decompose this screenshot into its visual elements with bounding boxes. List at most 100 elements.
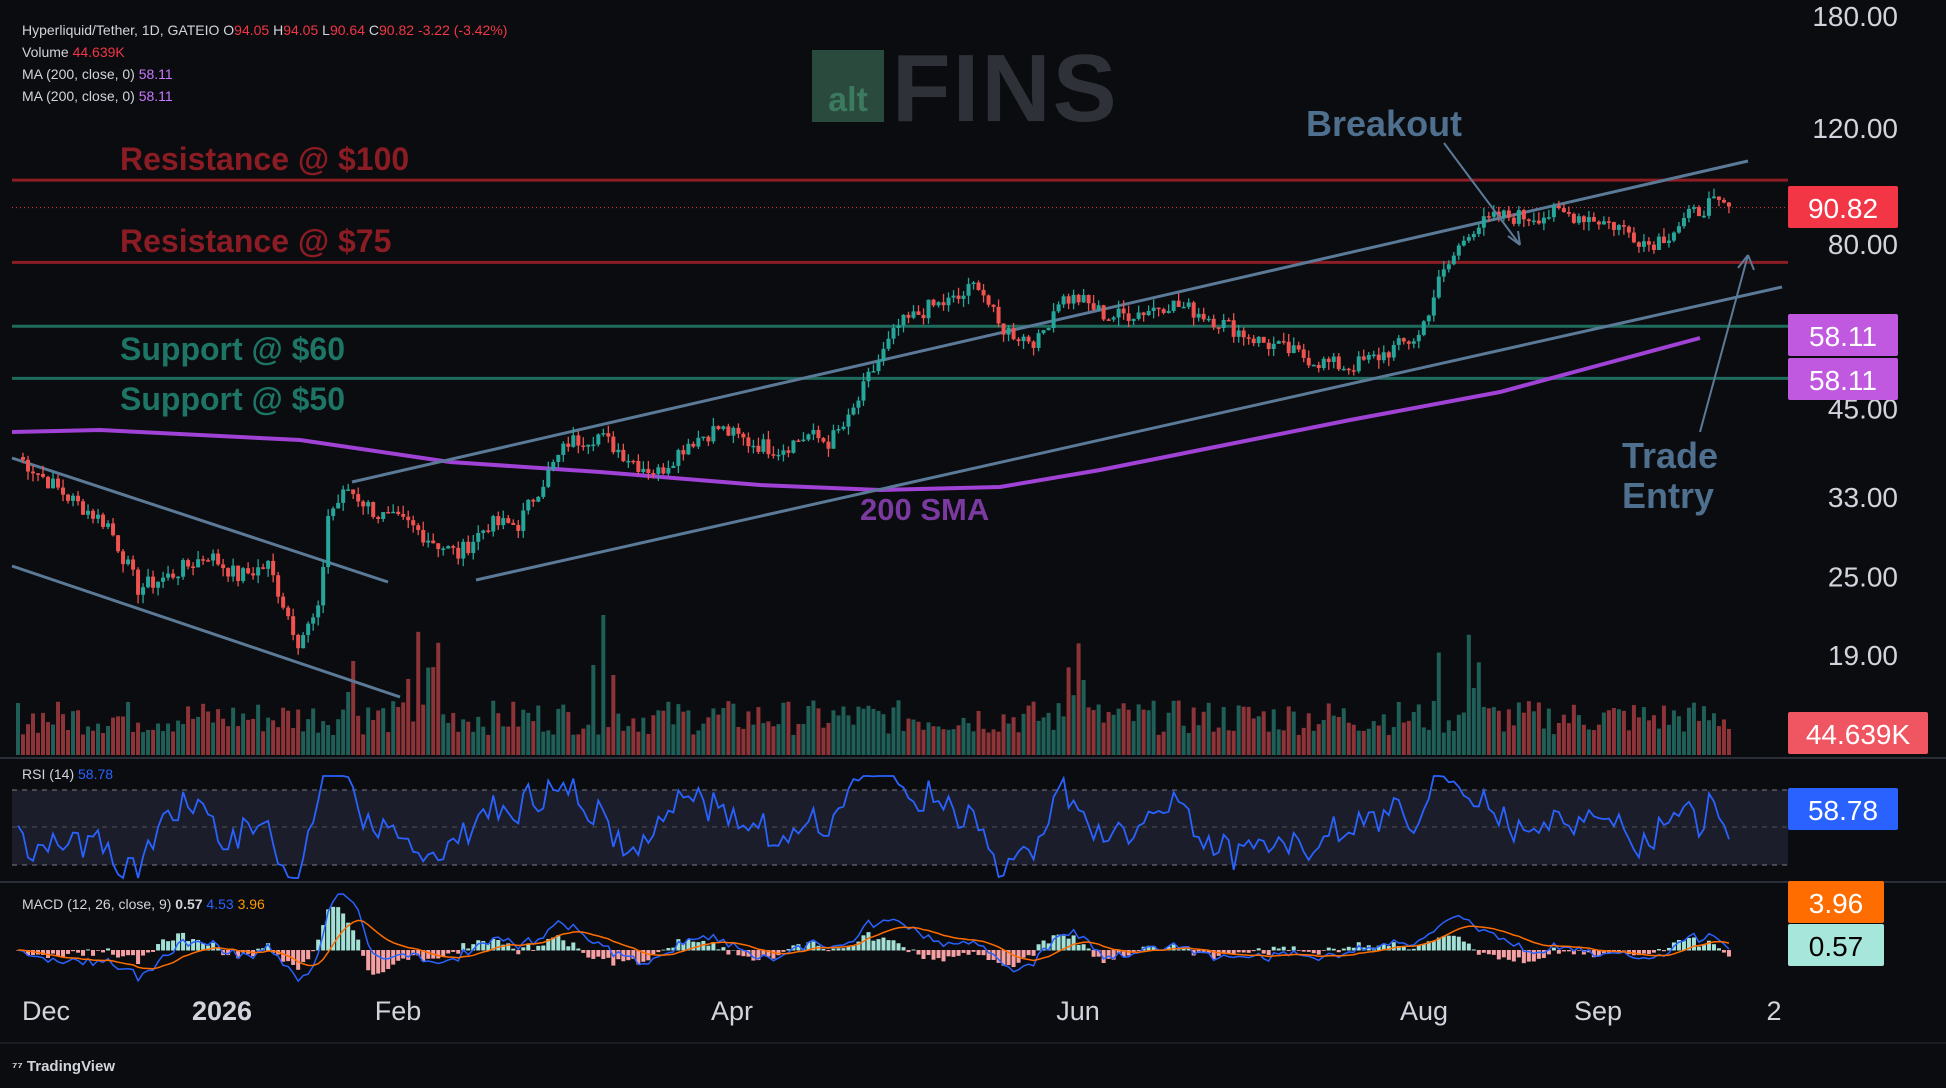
volume-bar <box>551 734 556 755</box>
volume-bar <box>1571 704 1576 755</box>
volume-bar <box>371 719 376 755</box>
candle-body <box>51 478 56 489</box>
candle-body <box>591 444 596 447</box>
volume-bar <box>1016 732 1021 755</box>
macd-hist-bar <box>1171 944 1176 951</box>
macd-hist-bar <box>151 950 156 952</box>
candle-body <box>1421 321 1426 335</box>
candle-body <box>36 473 41 475</box>
volume-bar <box>1646 720 1651 755</box>
volume-bar <box>256 704 261 755</box>
volume-bar <box>1426 729 1431 755</box>
volume-bar <box>241 713 246 755</box>
candle-body <box>1081 295 1086 303</box>
tradingview-logo[interactable]: ⁷⁷ TradingView <box>12 1058 115 1075</box>
macd-hist-bar <box>1646 950 1651 954</box>
candle-body <box>636 460 641 473</box>
ma2-legend[interactable]: MA (200, close, 0) 58.11 <box>22 88 173 104</box>
macd-hist-bar <box>836 948 841 951</box>
macd-hist-bar <box>561 940 566 951</box>
ma1-legend[interactable]: MA (200, close, 0) 58.11 <box>22 66 173 82</box>
macd-hist-bar <box>1096 950 1101 957</box>
candle-body <box>1396 338 1401 345</box>
candle-body <box>676 450 681 466</box>
candle-body <box>131 559 136 570</box>
volume-bar <box>401 702 406 755</box>
candles <box>21 188 1731 655</box>
macd-hist-bar <box>931 950 936 960</box>
macd-hist-bar <box>616 950 621 960</box>
volume-bar <box>831 710 836 755</box>
macd-hist-bar <box>946 950 951 957</box>
ma2-badge <box>1788 358 1898 400</box>
candle-body <box>671 465 676 469</box>
volume-bar <box>1411 711 1416 755</box>
macd-hist-bar <box>1601 950 1606 954</box>
candle-body <box>1631 232 1636 243</box>
macd-hist-bar <box>1716 948 1721 951</box>
volume-bar <box>151 729 156 755</box>
volume-bar <box>776 724 781 755</box>
macd-hist-bar <box>1666 947 1671 951</box>
macd-hist-bar <box>1286 950 1291 951</box>
candle-body <box>1621 225 1626 227</box>
volume-bar <box>31 713 36 755</box>
volume-bar <box>1356 730 1361 755</box>
volume-legend[interactable]: Volume 44.639K <box>22 44 125 60</box>
candle-body <box>41 473 46 477</box>
candle-body <box>76 495 81 502</box>
macd-hist-bar <box>1251 950 1256 952</box>
candle-body <box>156 581 161 588</box>
macd-hist-bar <box>126 950 131 956</box>
macd-hist-bar <box>1291 946 1296 951</box>
macd-hist-bar <box>1001 950 1006 966</box>
volume-bar <box>1211 731 1216 755</box>
candle-body <box>1056 304 1061 312</box>
macd-hist-bar <box>571 942 576 951</box>
macd-hist-bar <box>461 943 466 951</box>
volume-bar <box>481 726 486 755</box>
volume-bar <box>326 725 331 755</box>
volume-bar <box>436 642 441 755</box>
macd-hist-bar <box>906 950 911 953</box>
candle-body <box>161 577 166 582</box>
macd-hist-bar <box>466 948 471 951</box>
candle-body <box>681 450 686 455</box>
volume-bar <box>486 734 491 755</box>
volume-bar <box>1626 730 1631 755</box>
candle-body <box>66 494 71 501</box>
volume-bar <box>71 711 76 755</box>
volume-bar <box>386 732 391 755</box>
macd-hist-bar <box>1101 950 1106 964</box>
macd-hist-bar <box>1526 950 1531 962</box>
rsi-legend[interactable]: RSI (14) 58.78 <box>22 766 114 782</box>
macd-hist-bar <box>686 939 691 951</box>
macd-hist-bar <box>576 948 581 951</box>
candle-body <box>761 439 766 452</box>
volume-bar <box>756 707 761 755</box>
volume-bar <box>1496 710 1501 755</box>
macd-hist-bar <box>1561 950 1566 952</box>
volume-bar <box>856 706 861 755</box>
volume-bar <box>511 701 516 755</box>
macd-hist-bar <box>1451 935 1456 951</box>
candle-body <box>846 414 851 427</box>
macd-hist-bar <box>1481 950 1486 953</box>
macd-hist-bar <box>1241 950 1246 953</box>
macd-hist-bar <box>1266 950 1271 956</box>
candle-body <box>1616 225 1621 230</box>
volume-bar <box>761 723 766 755</box>
volume-bar <box>456 731 461 755</box>
volume-bar <box>126 701 131 755</box>
candle-body <box>1136 312 1141 319</box>
candle-body <box>1006 328 1011 335</box>
candle-body <box>306 623 311 636</box>
rsi-badge-text: 58.78 <box>1808 795 1878 826</box>
volume-bar <box>111 717 116 755</box>
volume-bar <box>1416 704 1421 755</box>
candle-body <box>606 433 611 437</box>
macd-legend[interactable]: MACD (12, 26, close, 9) 0.57 4.53 3.96 <box>22 896 265 912</box>
candle-body <box>1701 215 1706 218</box>
candle-body <box>756 445 761 452</box>
